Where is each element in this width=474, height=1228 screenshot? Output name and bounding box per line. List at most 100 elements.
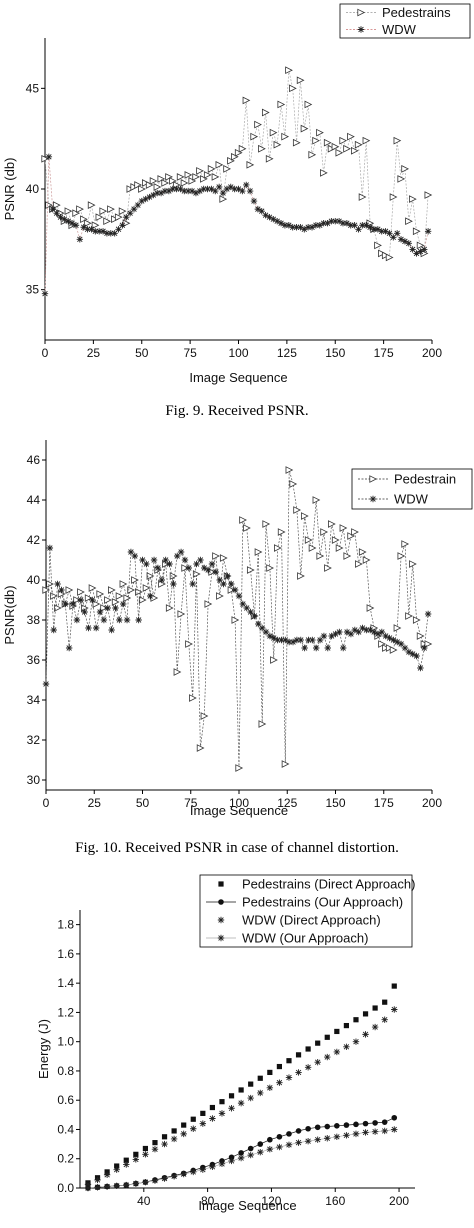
series-wdw-direct-approach- [84, 1006, 398, 1188]
data-point [88, 226, 95, 233]
data-point [80, 215, 88, 224]
series-line [45, 547, 429, 685]
data-point [235, 185, 242, 193]
data-point [209, 1104, 216, 1111]
data-point [154, 564, 162, 572]
data-point [371, 1023, 379, 1031]
data-point [238, 1087, 244, 1093]
data-point [391, 1006, 398, 1013]
data-point [251, 612, 258, 620]
data-point [42, 680, 50, 688]
data-point [286, 1131, 292, 1137]
data-point [324, 1034, 330, 1040]
data-point [378, 628, 386, 636]
x-axis-label: Image Sequence [198, 1198, 296, 1213]
y-tick-label: 35 [26, 283, 40, 297]
y-tick-label: 1.2 [57, 1005, 74, 1019]
data-point [177, 548, 185, 556]
data-point [113, 1166, 120, 1173]
data-point [234, 148, 243, 157]
data-point [320, 528, 329, 536]
data-point [328, 520, 336, 528]
data-point [285, 222, 293, 229]
data-point [324, 1135, 331, 1142]
data-point [301, 226, 308, 233]
data-point [235, 764, 244, 772]
data-point [297, 224, 304, 231]
data-point [285, 638, 293, 646]
data-point [184, 187, 192, 195]
x-tick-label: 25 [87, 346, 101, 360]
data-point [381, 1127, 388, 1135]
legend-box [199, 874, 413, 948]
data-point [72, 222, 80, 229]
data-point [378, 249, 386, 258]
data-point [343, 1022, 350, 1029]
x-tick-label: 200 [389, 1194, 409, 1208]
data-point [176, 173, 185, 181]
data-point [257, 1089, 264, 1097]
data-point [385, 253, 394, 262]
data-point [347, 132, 355, 141]
data-point [181, 556, 189, 564]
data-point [201, 564, 208, 572]
data-point [273, 544, 282, 552]
legend: Pedestrain WDW [351, 468, 473, 510]
data-point [169, 185, 176, 193]
data-point [197, 556, 204, 564]
legend-label: Pedestrains (Direct Approach) [242, 877, 415, 892]
data-point [247, 608, 254, 616]
data-point [277, 100, 286, 109]
legend-marker [218, 899, 224, 905]
data-point [204, 566, 212, 574]
data-point [424, 191, 433, 199]
data-point [343, 220, 351, 227]
data-point [228, 1154, 235, 1161]
data-point [238, 1150, 244, 1156]
data-point [145, 181, 154, 189]
data-point [412, 227, 421, 236]
y-tick-label: 0.8 [57, 1064, 74, 1078]
data-point [73, 616, 81, 624]
data-point [353, 1017, 359, 1023]
data-point [150, 556, 158, 564]
data-point [61, 216, 68, 223]
data-point [68, 220, 76, 227]
data-point [304, 224, 312, 231]
data-point [354, 140, 363, 149]
data-point [84, 226, 91, 233]
data-point [305, 1046, 311, 1052]
data-point [173, 668, 182, 676]
data-point [327, 144, 336, 153]
data-point [180, 179, 189, 187]
data-point [413, 652, 420, 660]
data-point [177, 610, 186, 618]
data-point [296, 76, 305, 85]
data-point [84, 1184, 92, 1192]
data-point [265, 154, 274, 163]
data-point [381, 251, 390, 260]
data-point [123, 1181, 130, 1189]
data-point [134, 181, 142, 189]
data-point [391, 1126, 398, 1133]
data-point [314, 1124, 321, 1131]
data-point [165, 187, 173, 195]
y-tick-label: 34 [27, 693, 41, 707]
data-point [190, 1125, 197, 1132]
data-point [254, 120, 262, 129]
data-point [111, 598, 120, 606]
data-point [312, 136, 320, 145]
data-point [362, 1129, 369, 1136]
data-point [282, 636, 289, 644]
data-point [293, 506, 301, 514]
data-point [92, 228, 99, 235]
data-point [169, 572, 178, 580]
data-point [219, 554, 228, 562]
data-point [320, 632, 328, 640]
data-point [103, 1183, 111, 1190]
data-point [99, 207, 108, 215]
data-point [401, 238, 409, 245]
data-point [390, 636, 397, 644]
data-point [123, 213, 130, 221]
data-point [370, 628, 378, 636]
